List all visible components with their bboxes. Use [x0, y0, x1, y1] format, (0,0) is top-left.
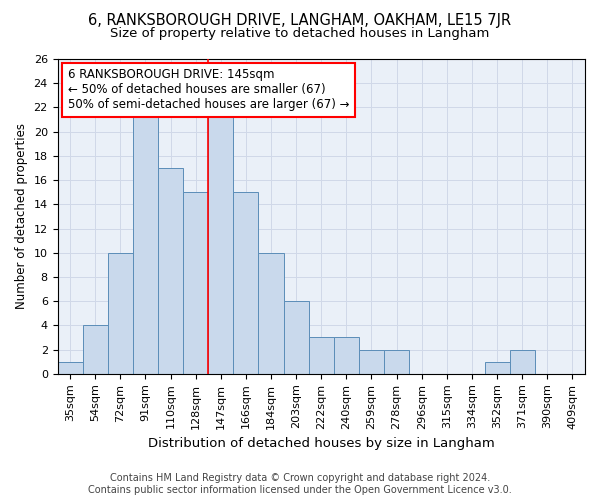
Y-axis label: Number of detached properties: Number of detached properties — [15, 124, 28, 310]
Bar — [183, 192, 208, 374]
Bar — [485, 362, 509, 374]
Bar — [509, 350, 535, 374]
Bar — [233, 192, 259, 374]
Bar — [359, 350, 384, 374]
Bar — [259, 252, 284, 374]
Bar — [384, 350, 409, 374]
Bar — [208, 108, 233, 374]
X-axis label: Distribution of detached houses by size in Langham: Distribution of detached houses by size … — [148, 437, 494, 450]
Text: 6, RANKSBOROUGH DRIVE, LANGHAM, OAKHAM, LE15 7JR: 6, RANKSBOROUGH DRIVE, LANGHAM, OAKHAM, … — [88, 12, 512, 28]
Bar — [83, 326, 108, 374]
Text: Contains HM Land Registry data © Crown copyright and database right 2024.
Contai: Contains HM Land Registry data © Crown c… — [88, 474, 512, 495]
Bar — [133, 108, 158, 374]
Bar — [58, 362, 83, 374]
Bar — [158, 168, 183, 374]
Text: 6 RANKSBOROUGH DRIVE: 145sqm
← 50% of detached houses are smaller (67)
50% of se: 6 RANKSBOROUGH DRIVE: 145sqm ← 50% of de… — [68, 68, 350, 112]
Bar — [334, 338, 359, 374]
Text: Size of property relative to detached houses in Langham: Size of property relative to detached ho… — [110, 28, 490, 40]
Bar — [309, 338, 334, 374]
Bar — [108, 252, 133, 374]
Bar — [284, 301, 309, 374]
